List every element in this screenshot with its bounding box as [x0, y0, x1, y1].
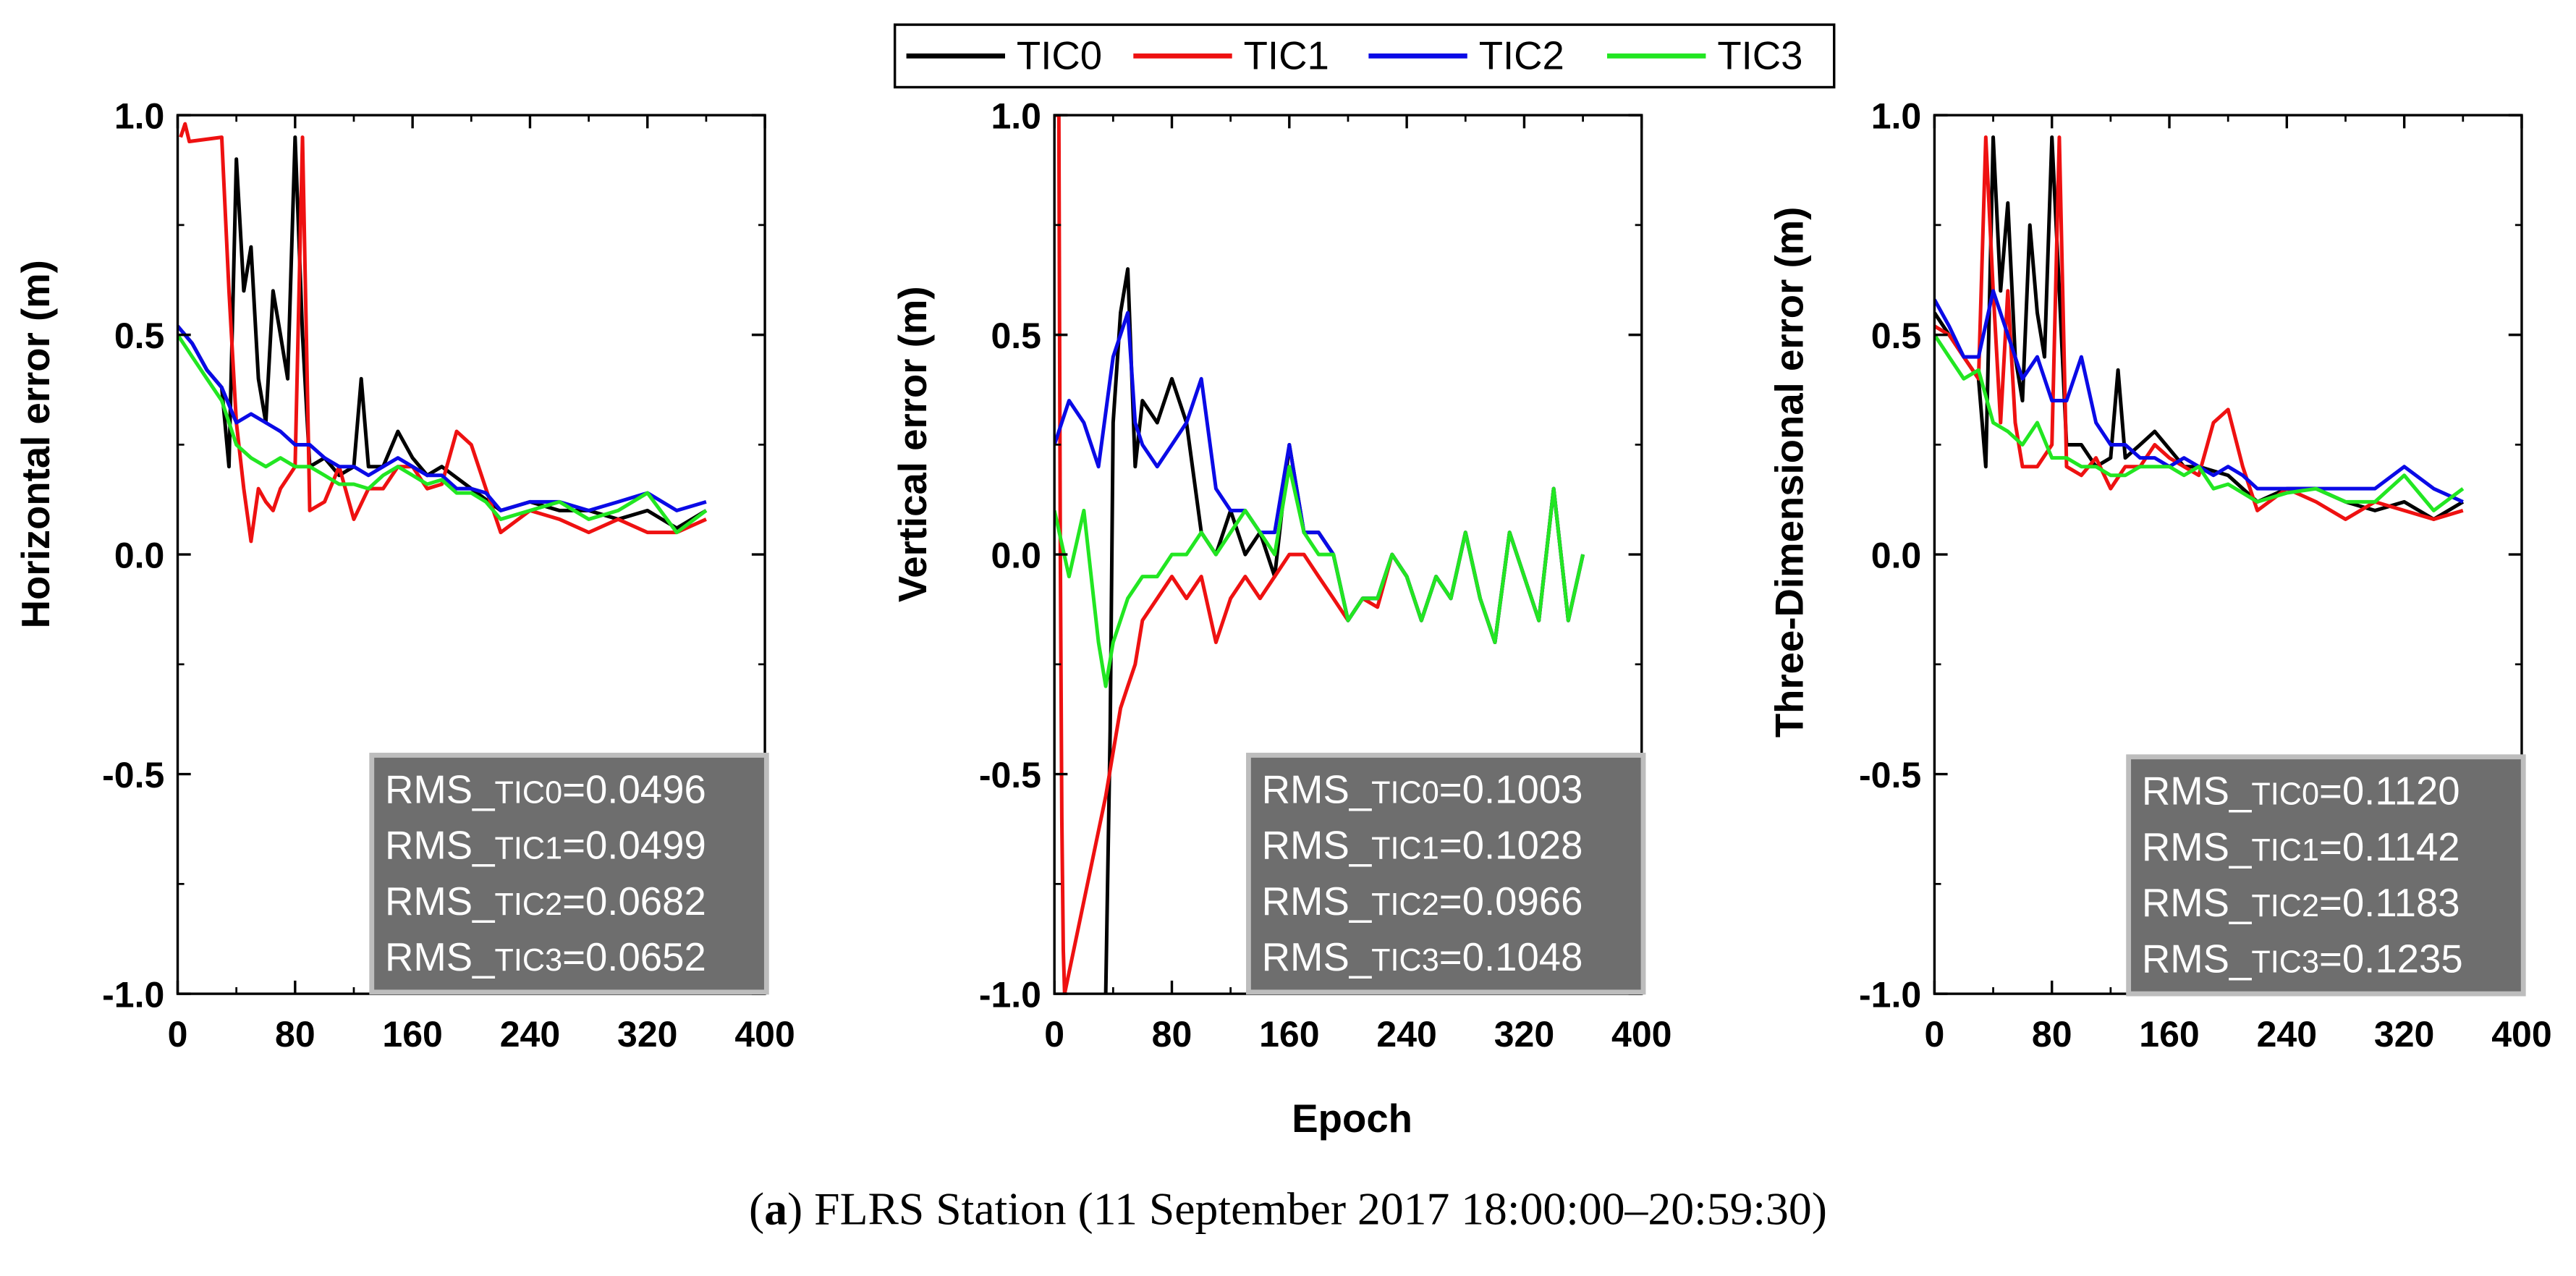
panel-three-dimensional: Three-Dimensional error (m) 1.0 0.5 0.0 -0.… — [1768, 96, 2552, 1055]
x-tick-label: 80 — [1152, 1014, 1192, 1055]
x-tick-label: 80 — [275, 1014, 315, 1055]
panel-horizontal: Horizontal error (m) 1.0 0.5 0.0 -0.5 -1.0 0… — [14, 96, 795, 1055]
x-tick-label: 160 — [2139, 1014, 2199, 1055]
y-tick-label: 0.5 — [114, 316, 165, 356]
rms-box-bg — [1246, 753, 1646, 995]
legend: TIC0 TIC1 TIC2 TIC3 — [893, 23, 1836, 89]
y-tick-label: 1.0 — [991, 96, 1041, 136]
rms-line: RMS_TIC3=0.1048 — [1262, 935, 1583, 979]
rms-line: RMS_TIC1=0.0499 — [385, 824, 706, 868]
rms-line: RMS_TIC0=0.1120 — [2142, 769, 2460, 814]
x-tick-label: 0 — [168, 1014, 188, 1055]
rms-box: RMS_TIC0=0.1003 RMS_TIC1=0.1028 RMS_TIC2=0… — [1246, 753, 1646, 995]
rms-line: RMS_TIC3=0.1235 — [2142, 937, 2463, 981]
legend-label-tic3: TIC3 — [1717, 33, 1802, 77]
x-tick-label: 160 — [382, 1014, 442, 1055]
x-tick-label: 400 — [1611, 1014, 1672, 1055]
series-line-tic1 — [1934, 135, 2464, 521]
y-tick-label: -1.0 — [1859, 974, 1921, 1015]
x-tick-label: 160 — [1259, 1014, 1319, 1055]
y-axis-title-horizontal: Horizontal error (m) — [14, 260, 58, 628]
legend-label-tic1: TIC1 — [1244, 33, 1329, 77]
rms-line: RMS_TIC2=0.1183 — [2142, 881, 2460, 925]
series-line-tic3 — [1054, 465, 1585, 688]
x-tick-label: 0 — [1044, 1014, 1064, 1055]
figure-svg: TIC0 TIC1 TIC2 TIC3 Horizontal error (m)… — [14, 23, 2552, 1141]
rms-line: RMS_TIC2=0.0966 — [1262, 879, 1583, 924]
y-axis-title-vertical: Vertical error (m) — [891, 287, 935, 603]
rms-box-bg — [2126, 754, 2526, 997]
y-tick-label: 1.0 — [1871, 96, 1922, 136]
caption-text: FLRS Station (11 September 2017 18:00:00… — [814, 1184, 1827, 1236]
x-tick-label: 320 — [1494, 1014, 1554, 1055]
series-line-tic0 — [1934, 135, 2465, 521]
y-tick-label: -0.5 — [102, 755, 164, 795]
x-tick-label: 400 — [734, 1014, 795, 1055]
series-line-tic2 — [1054, 310, 1585, 644]
y-tick-label: -1.0 — [979, 974, 1041, 1015]
series-line-tic3 — [1934, 334, 2465, 512]
x-tick-label: 0 — [1924, 1014, 1944, 1055]
series-line-tic0 — [177, 135, 708, 531]
x-axis-title: Epoch — [1292, 1097, 1412, 1141]
y-tick-label: 0.0 — [991, 535, 1041, 575]
caption-tag: a — [764, 1184, 788, 1236]
rms-line: RMS_TIC3=0.0652 — [385, 935, 706, 979]
series-line-tic3 — [177, 334, 708, 535]
rms-line: RMS_TIC0=0.0496 — [385, 767, 706, 811]
series-line-tic1 — [179, 122, 707, 544]
legend-label-tic0: TIC0 — [1017, 33, 1102, 77]
x-tick-label: 240 — [2257, 1014, 2317, 1055]
y-tick-label: -0.5 — [979, 755, 1041, 795]
y-tick-label: 0.5 — [991, 316, 1041, 356]
x-tick-label: 240 — [500, 1014, 560, 1055]
legend-label-tic2: TIC2 — [1479, 33, 1564, 77]
rms-line: RMS_TIC0=0.1003 — [1262, 767, 1583, 811]
rms-line: RMS_TIC1=0.1142 — [2142, 825, 2460, 869]
x-tick-label: 320 — [617, 1014, 677, 1055]
panel-vertical: Vertical error (m) 1.0 0.5 0.0 -0.5 -1.0 0 80… — [891, 96, 1672, 1055]
rms-box-bg — [369, 753, 769, 995]
rms-line: RMS_TIC1=0.1028 — [1262, 824, 1583, 868]
rms-box: RMS_TIC0=0.0496 RMS_TIC1=0.0499 RMS_TIC2=0… — [369, 753, 769, 995]
y-tick-label: 0.5 — [1871, 316, 1922, 356]
x-tick-label: 240 — [1376, 1014, 1436, 1055]
y-tick-label: -1.0 — [102, 974, 164, 1015]
x-tick-label: 400 — [2491, 1014, 2551, 1055]
rms-line: RMS_TIC2=0.0682 — [385, 879, 706, 924]
y-tick-label: 1.0 — [114, 96, 165, 136]
figure-caption: (a) FLRS Station (11 September 2017 18:0… — [749, 1184, 1827, 1236]
y-axis-title-3d: Three-Dimensional error (m) — [1768, 207, 1812, 738]
y-tick-label: -0.5 — [1859, 755, 1921, 795]
y-tick-label: 0.0 — [1871, 535, 1922, 575]
rms-box: RMS_TIC0=0.1120 RMS_TIC1=0.1142 RMS_TIC2=0… — [2126, 754, 2526, 997]
x-tick-label: 320 — [2374, 1014, 2434, 1055]
x-tick-label: 80 — [2032, 1014, 2072, 1055]
y-tick-label: 0.0 — [114, 535, 165, 575]
series-line-tic2 — [1934, 289, 2464, 504]
